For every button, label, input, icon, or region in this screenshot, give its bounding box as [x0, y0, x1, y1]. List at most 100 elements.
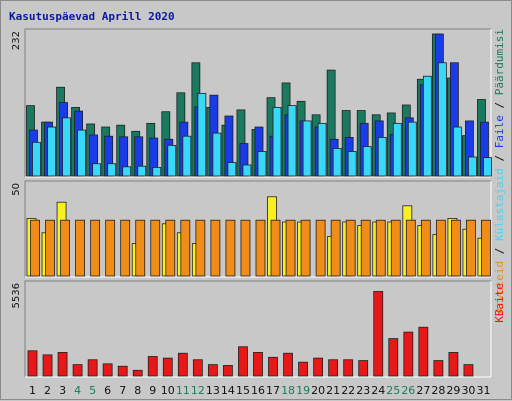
- bar-hosts-day-13: [210, 219, 221, 277]
- legend-separator: /: [493, 148, 506, 168]
- bar-kbytes-day-4: [72, 364, 83, 377]
- bar-kbytes-day-7: [117, 365, 128, 377]
- bar-kbytes-day-22: [343, 359, 354, 377]
- bar-visits-day-2: [47, 126, 56, 177]
- x-tick-label-10: 10: [161, 384, 175, 397]
- x-tick-label-27: 27: [416, 384, 430, 397]
- bar-hosts-day-8: [135, 219, 146, 277]
- bar-kbytes-day-3: [57, 352, 68, 377]
- bar-visits-day-10: [167, 144, 177, 177]
- bar-kbytes-day-14: [223, 365, 233, 377]
- legend-separator: /: [493, 95, 506, 115]
- x-tick-label-1: 1: [29, 384, 36, 397]
- bar-hosts-day-26: [405, 219, 416, 277]
- bar-kbytes-day-10: [162, 357, 173, 377]
- bar-kbytes-day-6: [102, 363, 113, 377]
- bar-hosts-day-5: [90, 219, 101, 277]
- bar-visits-day-7: [122, 166, 132, 177]
- bar-hosts-day-4: [75, 219, 85, 277]
- bar-kbytes-day-29: [448, 352, 459, 377]
- bar-kbytes-day-15: [238, 346, 248, 377]
- bar-hosts-day-31: [481, 219, 491, 277]
- bar-visits-day-13: [212, 132, 222, 177]
- bar-kbytes-day-23: [358, 360, 369, 377]
- legend-separator: /: [493, 241, 506, 261]
- x-tick-label-20: 20: [311, 384, 325, 397]
- bar-visits-day-23: [362, 146, 372, 177]
- bar-kbytes-day-27: [418, 326, 429, 377]
- bar-visits-day-6: [107, 163, 117, 177]
- bar-hosts-day-7: [120, 219, 131, 277]
- bar-kbytes-day-18: [283, 352, 293, 377]
- bar-kbytes-day-21: [328, 359, 339, 377]
- bar-visits-day-14: [227, 162, 237, 177]
- y-max-label-traffic: 232: [11, 31, 22, 50]
- bar-hosts-day-25: [390, 219, 401, 277]
- y-max-label-kbytes: 5536: [11, 283, 22, 308]
- x-tick-label-30: 30: [461, 384, 475, 397]
- bar-kbytes-day-1: [27, 350, 38, 377]
- bar-kbytes-day-26: [403, 331, 414, 377]
- bar-hosts-day-6: [105, 219, 116, 277]
- bar-kbytes-day-5: [87, 359, 98, 377]
- x-tick-label-12: 12: [191, 384, 205, 397]
- x-tick-label-16: 16: [251, 384, 265, 397]
- x-tick-label-29: 29: [446, 384, 460, 397]
- bar-hosts-day-14: [225, 219, 236, 277]
- x-tick-label-14: 14: [221, 384, 235, 397]
- bar-hosts-day-3: [60, 219, 70, 277]
- legend-item-3: Arvuteid: [493, 261, 506, 314]
- bar-hosts-day-12: [195, 219, 206, 277]
- bar-hosts-day-27: [420, 219, 431, 277]
- x-tick-label-5: 5: [89, 384, 96, 397]
- x-tick-label-26: 26: [401, 384, 415, 397]
- x-tick-label-11: 11: [176, 384, 190, 397]
- bar-kbytes-day-11: [177, 352, 188, 377]
- bar-visits-day-9: [152, 167, 162, 177]
- x-tick-label-21: 21: [326, 384, 340, 397]
- x-tick-label-15: 15: [236, 384, 250, 397]
- bar-hosts-day-23: [360, 219, 371, 277]
- bar-visits-day-27: [422, 75, 432, 177]
- legend-item-2: Külastajaid: [493, 168, 506, 241]
- bar-kbytes-day-2: [42, 354, 53, 377]
- bar-hosts-day-17: [270, 219, 281, 277]
- bar-hosts-day-15: [240, 219, 251, 277]
- bar-visits-day-28: [437, 62, 447, 177]
- bar-hosts-day-24: [375, 219, 386, 277]
- x-tick-label-31: 31: [476, 384, 490, 397]
- x-tick-label-3: 3: [59, 384, 66, 397]
- bar-visits-day-31: [483, 157, 492, 177]
- bar-visits-day-3: [62, 117, 71, 177]
- bar-kbytes-day-13: [207, 364, 218, 377]
- bar-hosts-day-21: [330, 219, 341, 277]
- bar-visits-day-25: [392, 122, 402, 177]
- chart-title: Kasutuspäevad Aprill 2020: [9, 10, 175, 23]
- x-tick-label-25: 25: [386, 384, 400, 397]
- bar-hosts-day-10: [165, 219, 176, 277]
- bar-visits-day-19: [302, 120, 312, 177]
- bar-visits-day-30: [468, 156, 477, 177]
- bar-hosts-day-22: [345, 219, 356, 277]
- bar-visits-day-21: [332, 148, 342, 177]
- bar-hosts-day-9: [150, 219, 161, 277]
- bar-visits-day-11: [182, 135, 192, 177]
- bar-hosts-day-28: [435, 219, 446, 277]
- bar-kbytes-day-24: [373, 291, 384, 377]
- bar-visits-day-1: [32, 141, 41, 177]
- x-tick-label-4: 4: [74, 384, 81, 397]
- bar-kbytes-day-12: [192, 359, 203, 377]
- bar-kbytes-day-8: [132, 369, 143, 377]
- x-tick-label-6: 6: [104, 384, 111, 397]
- bar-kbytes-day-30: [463, 364, 474, 377]
- bar-kbytes-day-17: [268, 356, 278, 377]
- bar-hosts-day-1: [30, 219, 40, 277]
- x-tick-label-22: 22: [341, 384, 355, 397]
- bar-kbytes-day-28: [433, 360, 444, 377]
- bar-visits-day-26: [407, 121, 417, 177]
- bar-hosts-day-20: [315, 219, 326, 277]
- bar-visits-day-5: [92, 163, 102, 177]
- x-tick-label-13: 13: [206, 384, 220, 397]
